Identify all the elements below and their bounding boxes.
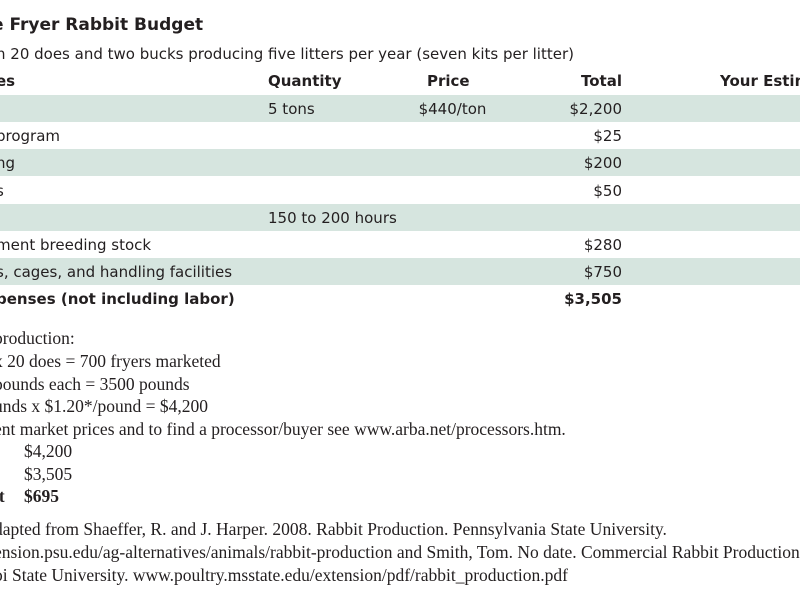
- budget-title: e Fryer Rabbit Budget: [0, 15, 204, 35]
- table-row: program $25: [0, 122, 800, 149]
- row-total: $750: [583, 263, 622, 282]
- total-value: $3,505: [564, 290, 622, 308]
- note-line: ent market prices and to find a processo…: [0, 419, 566, 439]
- source-line: pi State University. www.poultry.msstate…: [0, 565, 568, 585]
- row-item: s: [0, 182, 4, 200]
- table-row: 150 to 200 hours: [0, 203, 800, 231]
- table-row: s $50: [0, 177, 800, 204]
- header-item: es: [0, 72, 16, 90]
- row-total: $25: [593, 127, 622, 146]
- row-total: $2,200: [569, 100, 623, 118]
- row-item: ng: [0, 154, 16, 173]
- header-price: Price: [427, 72, 470, 90]
- note-line: x 20 does = 700 fryers marketed: [0, 351, 221, 371]
- profit-value: $695: [24, 486, 59, 506]
- row-total: $200: [583, 154, 622, 173]
- total-label: penses (not including labor): [0, 290, 235, 308]
- expenses-value: $3,505: [24, 464, 73, 484]
- row-quantity: 150 to 200 hours: [268, 208, 397, 227]
- table-row: s, cages, and handling facilities $750: [0, 258, 800, 286]
- budget-subtitle: n 20 does and two bucks producing five l…: [0, 45, 574, 63]
- income-value: $4,200: [24, 441, 73, 461]
- source-line: dapted from Shaeffer, R. and J. Harper. …: [0, 519, 667, 539]
- profit-label: it: [0, 486, 5, 506]
- row-total: $50: [593, 181, 622, 200]
- row-item: s, cages, and handling facilities: [0, 263, 233, 282]
- note-line: pounds each = 3500 pounds: [0, 374, 190, 394]
- header-quantity: Quantity: [268, 72, 342, 90]
- header-estimate: Your Estim: [720, 72, 800, 90]
- row-total: $280: [583, 236, 622, 254]
- note-line: production:: [0, 328, 75, 348]
- row-price: $440/ton: [418, 100, 487, 118]
- row-quantity: 5 tons: [268, 100, 315, 118]
- row-item: program: [0, 127, 61, 146]
- header-total: Total: [581, 72, 622, 90]
- table-row: 5 tons $440/ton $2,200: [0, 95, 800, 122]
- source-line: ension.psu.edu/ag-alternatives/animals/r…: [0, 542, 800, 562]
- note-line: unds x $1.20*/pound = $4,200: [0, 396, 209, 416]
- table-row: ment breeding stock $280: [0, 231, 800, 258]
- total-row: penses (not including labor) $3,505: [0, 285, 800, 312]
- row-item: ment breeding stock: [0, 236, 152, 254]
- table-row: ng $200: [0, 149, 800, 177]
